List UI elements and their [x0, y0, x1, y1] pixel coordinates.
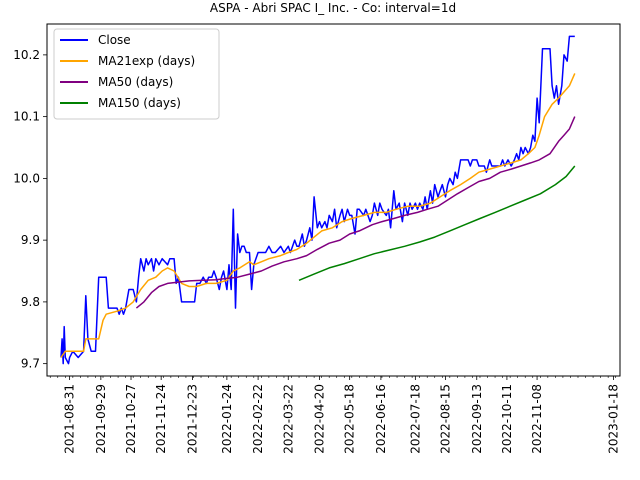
- x-tick-label: 2022-11-08: [530, 384, 544, 454]
- x-tick-label: 2022-10-11: [500, 384, 514, 454]
- x-tick-label: 2022-09-13: [470, 384, 484, 454]
- x-tick-label: 2022-08-15: [439, 384, 453, 454]
- x-tick-label: 2022-06-16: [374, 384, 388, 454]
- y-tick-label: 10.2: [13, 48, 40, 62]
- legend-box: [53, 28, 220, 120]
- x-tick-label: 2022-07-18: [408, 384, 422, 454]
- chart-title: ASPA - Abri SPAC I_ Inc. - Co: interval=…: [210, 1, 456, 15]
- y-tick-label: 10.0: [13, 171, 40, 185]
- plot-frame: [46, 23, 621, 377]
- x-tick-label: 2021-10-27: [124, 384, 138, 454]
- legend: Close MA21exp (days) MA50 (days) MA150 (day…: [53, 28, 220, 120]
- x-tick-label: 2021-08-31: [63, 384, 77, 454]
- y-tick-label: 9.9: [21, 233, 40, 247]
- x-tick-label: 2022-03-22: [281, 384, 295, 454]
- series-line-close: [60, 35, 575, 365]
- series-line-ma150-days: [298, 165, 576, 281]
- y-tick-label: 9.8: [21, 295, 40, 309]
- legend-label: MA50 (days): [98, 75, 173, 89]
- x-tick-label: 2021-11-24: [154, 384, 168, 454]
- y-axis: 9.7 9.8 9.9 10.0 10.1 10.2: [13, 48, 47, 371]
- x-tick-label: 2021-09-29: [94, 384, 108, 454]
- x-tick-label: 2022-05-18: [343, 384, 357, 454]
- x-tick-label: 2022-01-24: [220, 384, 234, 454]
- x-axis: 2021-08-31 2021-09-29 2021-10-27 2021-11-24…: [63, 376, 621, 454]
- y-tick-label: 9.7: [21, 357, 40, 371]
- series-layer: [60, 35, 576, 365]
- legend-label: MA21exp (days): [98, 54, 195, 68]
- legend-label: Close: [98, 33, 131, 47]
- series-line-ma21exp-days: [60, 73, 576, 358]
- x-tick-label: 2022-04-20: [312, 384, 326, 454]
- x-tick-label: 2023-01-18: [607, 384, 621, 454]
- x-tick-label: 2022-02-22: [251, 384, 265, 454]
- y-tick-label: 10.1: [13, 110, 40, 124]
- series-line-ma50-days: [135, 116, 576, 309]
- legend-label: MA150 (days): [98, 96, 181, 110]
- x-tick-label: 2021-12-23: [185, 384, 199, 454]
